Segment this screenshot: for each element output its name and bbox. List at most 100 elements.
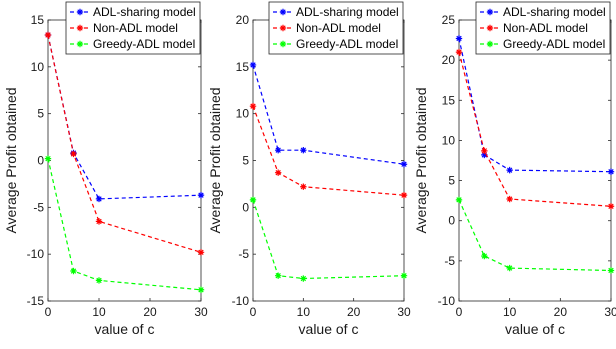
data-point <box>607 203 615 210</box>
y-axis-label: Average Profit obtained <box>207 87 223 233</box>
legend-entry-1: ADL-sharing model <box>273 5 399 19</box>
x-tick-label: 30 <box>194 305 208 319</box>
y-tick-label: 10 <box>236 107 250 121</box>
x-axis-label: value of c <box>95 321 155 337</box>
legend-entry-3: Greedy-ADL model <box>273 37 398 51</box>
legend-label: Greedy-ADL model <box>503 37 605 51</box>
legend: ADL-sharing model Non-ADL model Greedy-ADL… <box>475 1 611 55</box>
data-point <box>197 191 205 199</box>
legend-entry-1: ADL-sharing model <box>480 5 606 19</box>
series-line <box>252 105 405 196</box>
legend-marker <box>76 24 84 32</box>
legend-marker <box>279 24 287 32</box>
legend-label: Greedy-ADL model <box>296 37 398 51</box>
x-tick-label: 20 <box>554 305 568 319</box>
x-tick-label: 0 <box>456 305 463 319</box>
legend-marker <box>76 40 84 48</box>
data-point <box>197 249 205 256</box>
series-line <box>47 158 202 291</box>
data-point <box>400 191 408 199</box>
x-axis-label: value of c <box>299 321 359 337</box>
x-tick-label: 0 <box>250 305 257 319</box>
legend-entry-3: Greedy-ADL model <box>480 37 605 51</box>
y-tick-label: 25 <box>442 13 456 27</box>
data-point <box>249 61 257 69</box>
legend-label: ADL-sharing model <box>296 5 399 19</box>
legend-label: ADL-sharing model <box>93 5 196 19</box>
legend-entry-2: Non-ADL model <box>480 21 588 35</box>
data-point <box>249 102 257 110</box>
series-3 <box>249 196 408 282</box>
x-tick-label: 20 <box>347 305 361 319</box>
legend-label: ADL-sharing model <box>503 5 606 19</box>
y-tick-label: 15 <box>442 93 456 107</box>
y-tick-label: -10 <box>438 294 456 308</box>
series-2 <box>249 102 408 199</box>
legend-marker <box>486 40 494 48</box>
series-line <box>252 199 405 280</box>
data-point <box>274 272 282 279</box>
data-point <box>300 275 307 282</box>
legend-marker <box>279 8 287 16</box>
series-1 <box>249 61 408 168</box>
data-point <box>607 168 615 175</box>
data-point <box>607 267 615 274</box>
data-point <box>481 147 488 155</box>
x-axis-label: value of c <box>505 321 565 337</box>
y-tick-label: -10 <box>27 247 45 261</box>
data-point <box>506 166 513 174</box>
data-point <box>300 183 307 190</box>
y-tick-label: 5 <box>448 174 455 188</box>
y-tick-label: 0 <box>37 154 44 168</box>
data-point <box>400 161 408 168</box>
data-point <box>455 196 463 204</box>
legend-marker <box>76 8 84 16</box>
series-line <box>458 38 612 173</box>
data-point <box>455 48 463 56</box>
legend-entry-2: Non-ADL model <box>70 21 178 35</box>
x-tick-label: 10 <box>297 305 311 319</box>
y-tick-label: 5 <box>37 107 44 121</box>
legend-label: Non-ADL model <box>503 21 588 35</box>
legend: ADL-sharing model Non-ADL model Greedy-ADL… <box>65 1 201 55</box>
data-point <box>95 218 103 225</box>
series-line <box>252 64 405 165</box>
data-point <box>274 169 282 176</box>
legend-box <box>475 1 611 55</box>
y-tick-label: 10 <box>31 60 45 74</box>
y-tick-label: 5 <box>242 154 249 168</box>
legend: ADL-sharing model Non-ADL model Greedy-ADL… <box>268 1 404 55</box>
y-tick-label: 15 <box>236 60 250 74</box>
legend-marker <box>486 24 494 32</box>
x-tick-label: 30 <box>397 305 411 319</box>
data-point <box>506 264 513 272</box>
y-axis-label: Average Profit obtained <box>3 87 19 233</box>
series-1 <box>455 35 615 175</box>
legend-entry-2: Non-ADL model <box>273 21 381 35</box>
y-tick-label: -15 <box>27 294 45 308</box>
x-tick-label: 10 <box>92 305 106 319</box>
series-3 <box>455 196 615 274</box>
y-tick-label: 10 <box>442 133 456 147</box>
data-point <box>197 286 205 293</box>
y-tick-label: -5 <box>33 200 44 214</box>
legend-label: Non-ADL model <box>93 21 178 35</box>
data-point <box>44 155 52 162</box>
y-tick-label: 0 <box>448 214 455 228</box>
data-point <box>300 146 307 154</box>
series-line <box>47 34 202 253</box>
data-point <box>44 31 52 39</box>
data-point <box>481 252 488 260</box>
x-tick-label: 30 <box>604 305 616 319</box>
y-tick-label: 0 <box>242 200 249 214</box>
x-tick-label: 0 <box>45 305 52 319</box>
data-point <box>95 277 103 284</box>
legend-entry-1: ADL-sharing model <box>70 5 196 19</box>
series-2 <box>44 31 205 256</box>
x-tick-label: 10 <box>503 305 517 319</box>
series-line <box>458 199 612 272</box>
series-2 <box>455 48 615 210</box>
data-point <box>400 272 408 279</box>
